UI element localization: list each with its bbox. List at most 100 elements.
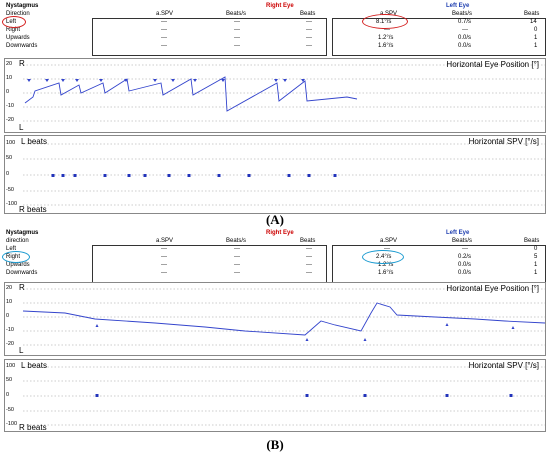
y-tick: -10 <box>6 327 14 333</box>
cell: 0 <box>534 27 538 33</box>
right-eye-header: Right Eye <box>266 230 294 236</box>
cell: --- <box>234 27 240 33</box>
cell: --- <box>462 27 468 33</box>
top-corner-label: R <box>19 59 25 68</box>
top-corner-label: R <box>19 283 25 292</box>
cell: 0 <box>534 246 538 252</box>
direction-label: direction <box>6 238 29 244</box>
cell: --- <box>234 35 240 41</box>
spv-plot: L beats R beats Horizontal SPV [°/s] 100… <box>4 359 546 432</box>
cell: --- <box>161 246 167 252</box>
spv-point <box>363 394 367 397</box>
col-header: Beats/s <box>226 11 247 17</box>
spv-plot: L beats R beats Horizontal SPV [°/s] 100… <box>4 135 546 214</box>
cell: --- <box>161 254 167 260</box>
cell: 1 <box>534 270 538 276</box>
y-tick: 20 <box>6 61 13 67</box>
cell: --- <box>462 246 468 252</box>
spv-point <box>61 174 65 177</box>
beat-marker <box>99 79 103 82</box>
highlight-ellipse <box>362 250 404 264</box>
eye-position-plot: R L Horizontal Eye Position [°] 20 10 0 … <box>4 282 546 356</box>
beat-marker <box>274 79 278 82</box>
cell: --- <box>161 262 167 268</box>
beat-marker <box>95 324 99 327</box>
cell: --- <box>161 19 167 25</box>
cell: --- <box>161 270 167 276</box>
y-tick: 0 <box>6 313 10 319</box>
cell: --- <box>234 270 240 276</box>
spv-points <box>51 174 337 177</box>
y-tick: -20 <box>6 117 14 123</box>
beat-marker <box>75 79 79 82</box>
direction-label: Direction <box>6 11 30 17</box>
row-label: Left <box>6 246 17 252</box>
beat-marker <box>61 79 65 82</box>
y-tick: 20 <box>6 285 13 291</box>
beat-marker <box>124 79 128 82</box>
col-header: a.SPV <box>156 11 174 17</box>
spv-point <box>307 174 311 177</box>
spv-point <box>305 394 309 397</box>
spv-point <box>333 174 337 177</box>
table-title: Nystagmus <box>6 230 39 236</box>
spv-point <box>287 174 291 177</box>
y-tick: 50 <box>6 155 13 161</box>
figure-caption: (B) <box>266 437 284 452</box>
beat-marker <box>445 323 449 326</box>
y-tick: 10 <box>6 75 13 81</box>
cell: --- <box>306 43 312 49</box>
right-eye-box <box>92 245 327 283</box>
y-tick: 10 <box>6 299 13 305</box>
spv-point <box>187 174 191 177</box>
bottom-corner-label: L <box>19 123 24 132</box>
cell: 1.2°/s <box>378 35 394 41</box>
col-header: a.SPV <box>380 238 398 244</box>
panel-a: Nystagmus Direction Right Eye Left Eye a… <box>2 2 546 214</box>
y-tick: -100 <box>6 201 18 207</box>
cell: 1 <box>534 262 538 268</box>
col-header: Beats <box>524 11 540 17</box>
left-eye-header: Left Eye <box>446 230 470 236</box>
col-header: Beats/s <box>226 238 247 244</box>
cell: 14 <box>530 19 537 25</box>
spv-points <box>95 394 513 397</box>
spv-svg <box>23 143 545 206</box>
table-title: Nystagmus <box>6 3 39 9</box>
beat-marker <box>363 338 367 341</box>
cell: --- <box>384 246 390 252</box>
cell: --- <box>306 254 312 260</box>
plot-title: Horizontal Eye Position [°] <box>446 60 539 69</box>
left-eye-header: Left Eye <box>446 3 470 9</box>
eye-position-svg <box>22 288 546 346</box>
nystagmus-table: Nystagmus Direction Right Eye Left Eye a… <box>2 2 546 58</box>
beat-marker <box>153 79 157 82</box>
cell: --- <box>306 35 312 41</box>
bottom-corner-label: L <box>19 346 24 355</box>
gridlines <box>23 288 545 346</box>
cell: 5 <box>534 254 538 260</box>
spv-svg <box>23 366 545 426</box>
y-tick: 50 <box>6 377 13 383</box>
nystagmus-table: Nystagmus direction Right Eye Left Eye a… <box>2 229 546 285</box>
y-tick: 100 <box>6 363 16 369</box>
plot-title: Horizontal Eye Position [°] <box>446 284 539 293</box>
panel-b: Nystagmus direction Right Eye Left Eye a… <box>2 229 546 432</box>
col-header: Beats <box>524 238 540 244</box>
row-label: Downwards <box>6 43 38 49</box>
cell: 1 <box>534 43 538 49</box>
y-tick: 0 <box>6 89 10 95</box>
eye-position-trace <box>24 76 358 112</box>
col-header: Beats <box>300 238 316 244</box>
row-label: Upwards <box>6 262 30 268</box>
beat-marker <box>45 79 49 82</box>
beat-marker <box>27 79 31 82</box>
cell: --- <box>306 27 312 33</box>
y-tick: -100 <box>6 421 18 427</box>
cell: --- <box>234 19 240 25</box>
spv-point <box>217 174 221 177</box>
beat-marker <box>171 79 175 82</box>
spv-point <box>51 174 55 177</box>
cell: --- <box>306 246 312 252</box>
col-header: Beats <box>300 11 316 17</box>
